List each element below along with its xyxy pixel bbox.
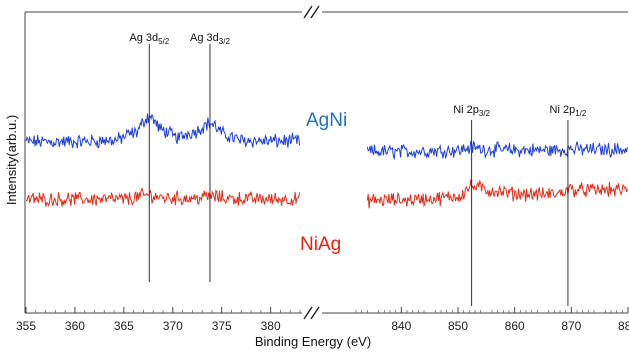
x-axis-ticks: 355 360 365 370 375 380 840 850 860 870 880 bbox=[16, 307, 629, 333]
plot-frame bbox=[24, 11, 628, 314]
axis-break-marks bbox=[303, 5, 320, 320]
x-tick-label: 370 bbox=[163, 319, 183, 333]
x-tick-label: 850 bbox=[448, 319, 468, 333]
peak-labels: Ag 3d5/2 Ag 3d3/2 Ni 2p3/2 Ni 2p1/2 bbox=[129, 32, 587, 306]
axis-break-slash bbox=[310, 306, 320, 320]
x-tick-label: 375 bbox=[212, 319, 232, 333]
series-layer bbox=[25, 113, 628, 209]
axis-break-slash bbox=[303, 306, 313, 320]
x-tick-label: 840 bbox=[391, 319, 411, 333]
y-axis-title: Intensity(arb.u.) bbox=[4, 115, 19, 205]
series-line-niag-segment-0 bbox=[26, 187, 301, 207]
x-tick-label: 870 bbox=[561, 319, 581, 333]
x-tick-label: 380 bbox=[261, 319, 281, 333]
peak-label: Ni 2p3/2 bbox=[453, 104, 490, 118]
x-tick-label: 365 bbox=[114, 319, 134, 333]
series-line-agni-segment-1 bbox=[366, 140, 628, 160]
series-label-niag: NiAg bbox=[300, 234, 341, 255]
series-line-agni-segment-0 bbox=[25, 113, 301, 149]
peak-label: Ag 3d5/2 bbox=[129, 32, 169, 46]
axis-break-slash bbox=[303, 5, 313, 19]
peak-label: Ni 2p1/2 bbox=[550, 104, 587, 118]
series-line-niag-segment-1 bbox=[366, 179, 628, 209]
axis-break-slash bbox=[310, 5, 320, 19]
x-tick-label: 360 bbox=[65, 319, 85, 333]
peak-label: Ag 3d3/2 bbox=[190, 32, 230, 46]
x-axis-title: Binding Energy (eV) bbox=[255, 334, 371, 349]
series-label-agni: AgNi bbox=[306, 110, 347, 131]
x-tick-label: 355 bbox=[16, 319, 36, 333]
x-tick-label: 880 bbox=[618, 319, 629, 333]
x-tick-label: 860 bbox=[505, 319, 525, 333]
